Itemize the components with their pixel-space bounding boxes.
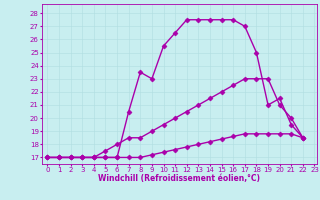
X-axis label: Windchill (Refroidissement éolien,°C): Windchill (Refroidissement éolien,°C) bbox=[98, 174, 260, 183]
